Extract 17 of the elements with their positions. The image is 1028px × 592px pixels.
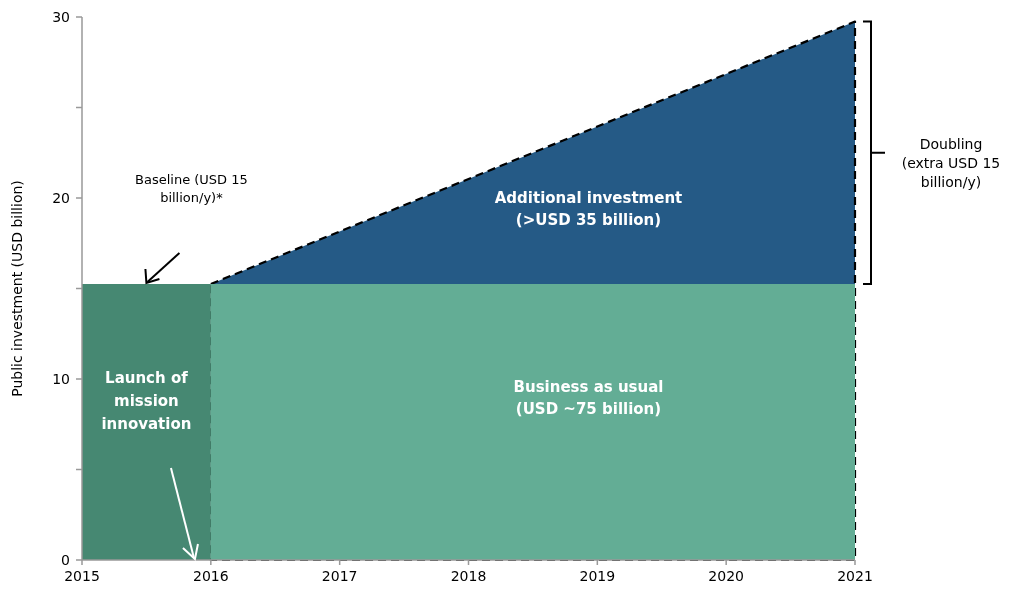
annotation: Business as usual (USD ~75 billion) — [513, 377, 664, 418]
x-tick-label: 2020 — [708, 568, 744, 584]
x-tick-label: 2017 — [321, 568, 358, 584]
annotation: Baseline (USD 15 billion/y)* — [135, 171, 248, 205]
text: Doubling (extra USD 15 billion/y) — [901, 135, 1001, 190]
x-tick-label: 2021 — [837, 568, 873, 584]
x-tick-label: 2019 — [579, 568, 616, 584]
annotation: Launch of mission innovation — [101, 368, 192, 433]
x-tick-label: 2015 — [64, 568, 100, 584]
y-tick-label: 0 — [61, 551, 70, 568]
y-tick-label: 30 — [52, 8, 70, 25]
y-tick-label: 20 — [52, 189, 70, 206]
annotation: Additional investment (>USD 35 billion) — [494, 189, 683, 230]
x-tick-label: 2016 — [193, 568, 229, 584]
y-axis-title: Public investment (USD billion) — [9, 180, 25, 397]
x-tick-label: 2018 — [450, 568, 487, 584]
y-tick-label: 10 — [52, 370, 70, 387]
